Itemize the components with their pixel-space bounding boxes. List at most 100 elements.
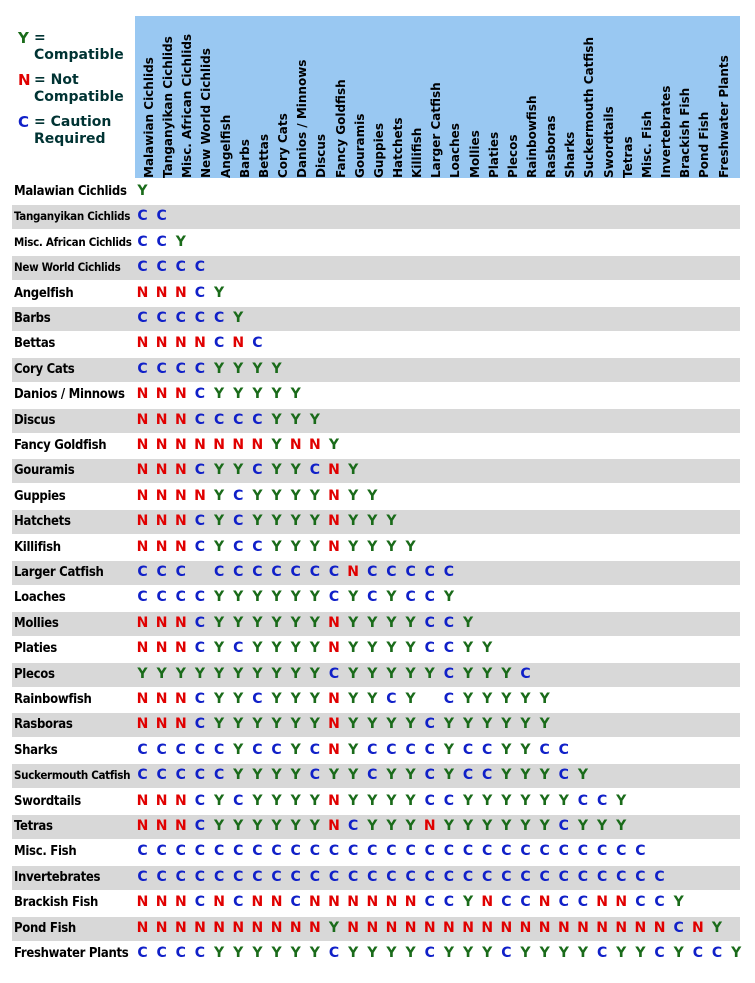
compatibility-cell: C <box>156 741 167 758</box>
compatibility-cell: C <box>424 564 435 580</box>
compatibility-cell: C <box>482 843 493 860</box>
compatibility-cell: C <box>290 564 301 580</box>
compatibility-cell: Y <box>386 792 397 809</box>
compatibility-cell: Y <box>558 792 569 809</box>
compatibility-cell: Y <box>462 792 474 809</box>
compatibility-cell: Y <box>348 640 359 657</box>
compatibility-cell: C <box>156 564 167 580</box>
compatibility-cell: Y <box>271 716 282 733</box>
compatibility-cell: N <box>174 614 187 631</box>
compatibility-cell: N <box>174 919 187 936</box>
compatibility-cell: C <box>233 538 244 555</box>
compatibility-cell: C <box>194 716 206 733</box>
compatibility-cell: Y <box>214 386 225 403</box>
compatibility-cell: N <box>174 284 187 301</box>
compatibility-cell: C <box>309 564 320 580</box>
compatibility-cell: C <box>367 589 378 606</box>
row-label: Hatchets <box>14 514 71 530</box>
compatibility-cell: N <box>194 919 206 936</box>
compatibility-cell: C <box>424 716 435 733</box>
compatibility-cell: Y <box>577 818 588 834</box>
compatibility-cell: Y <box>233 589 244 606</box>
compatibility-cell: N <box>308 919 321 936</box>
compatibility-cell: Y <box>290 767 301 784</box>
compatibility-cell: Y <box>290 614 301 631</box>
compatibility-cell: C <box>462 868 474 885</box>
compatibility-cell: Y <box>405 767 416 784</box>
compatibility-cell: C <box>194 538 206 555</box>
compatibility-cell: Y <box>328 919 340 936</box>
compatibility-cell: C <box>213 868 225 885</box>
compatibility-cell: Y <box>443 716 454 733</box>
compatibility-cell: Y <box>252 513 263 530</box>
compatibility-cell: C <box>482 767 493 784</box>
compatibility-cell: C <box>462 843 474 860</box>
compatibility-cell: C <box>213 741 225 758</box>
compatibility-cell: C <box>175 310 186 326</box>
compatibility-cell: C <box>156 259 167 276</box>
row-label: Malawian Cichlids <box>14 184 127 199</box>
compatibility-cell: C <box>156 843 167 860</box>
compatibility-cell: C <box>175 741 186 758</box>
row-band <box>12 307 740 331</box>
compatibility-cell: N <box>404 894 417 911</box>
row-label: Swordtails <box>14 793 81 809</box>
compatibility-cell: C <box>405 589 416 606</box>
legend-item: N = Not Compatible <box>12 72 134 106</box>
compatibility-cell: Y <box>539 818 550 834</box>
compatibility-cell: Y <box>290 945 301 961</box>
compatibility-cell: N <box>136 335 149 352</box>
compatibility-cell: Y <box>367 513 378 530</box>
row-label: Plecos <box>14 666 55 682</box>
column-header: Swordtails <box>601 106 616 178</box>
compatibility-cell: Y <box>424 665 435 682</box>
compatibility-cell: Y <box>309 716 320 733</box>
compatibility-cell: C <box>252 564 263 580</box>
compatibility-cell: C <box>539 868 550 885</box>
column-header-background <box>135 16 740 178</box>
compatibility-cell: Y <box>462 640 474 657</box>
compatibility-cell: N <box>155 614 168 631</box>
compatibility-cell: C <box>194 284 206 301</box>
compatibility-cell: C <box>405 843 416 860</box>
row-label: New World Cichlids <box>14 260 121 275</box>
compatibility-cell: C <box>462 741 474 758</box>
row-label: Tetras <box>14 819 53 834</box>
compatibility-cell: C <box>252 411 263 428</box>
column-header: Fancy Goldfish <box>333 79 348 178</box>
compatibility-cell: Y <box>501 691 512 707</box>
compatibility-cell: C <box>348 868 359 885</box>
row-label: Cory Cats <box>14 361 75 377</box>
compatibility-cell: Y <box>290 792 301 809</box>
compatibility-cell: N <box>270 894 283 911</box>
compatibility-cell: Y <box>271 411 282 428</box>
row-band <box>12 561 740 585</box>
row-label: Barbs <box>14 311 51 326</box>
compatibility-cell: Y <box>405 818 416 834</box>
compatibility-cell: N <box>155 792 168 809</box>
compatibility-cell: Y <box>501 716 512 733</box>
compatibility-cell: C <box>194 767 206 784</box>
compatibility-cell: N <box>136 386 149 403</box>
column-header: Brackish Fish <box>678 87 693 178</box>
row-band <box>12 611 740 636</box>
compatibility-cell: N <box>500 919 513 936</box>
compatibility-cell: Y <box>462 945 474 961</box>
compatibility-cell: C <box>443 614 455 631</box>
compatibility-cell: Y <box>233 716 244 733</box>
compatibility-cell: Y <box>252 818 263 834</box>
row-label: Bettas <box>14 336 56 352</box>
compatibility-cell: Y <box>290 716 301 733</box>
compatibility-cell: C <box>252 538 263 555</box>
column-header: Misc. African Cichlids <box>180 33 195 178</box>
row-label: Guppies <box>14 488 66 504</box>
compatibility-cell: N <box>443 919 455 936</box>
compatibility-cell: Y <box>252 386 263 403</box>
column-header: Bettas <box>256 134 271 178</box>
compatibility-cell: N <box>155 487 168 504</box>
compatibility-cell: Y <box>175 233 186 250</box>
compatibility-cell: C <box>692 945 703 961</box>
compatibility-cell: C <box>501 945 512 961</box>
compatibility-cell: Y <box>271 538 282 555</box>
compatibility-cell: Y <box>348 614 359 631</box>
